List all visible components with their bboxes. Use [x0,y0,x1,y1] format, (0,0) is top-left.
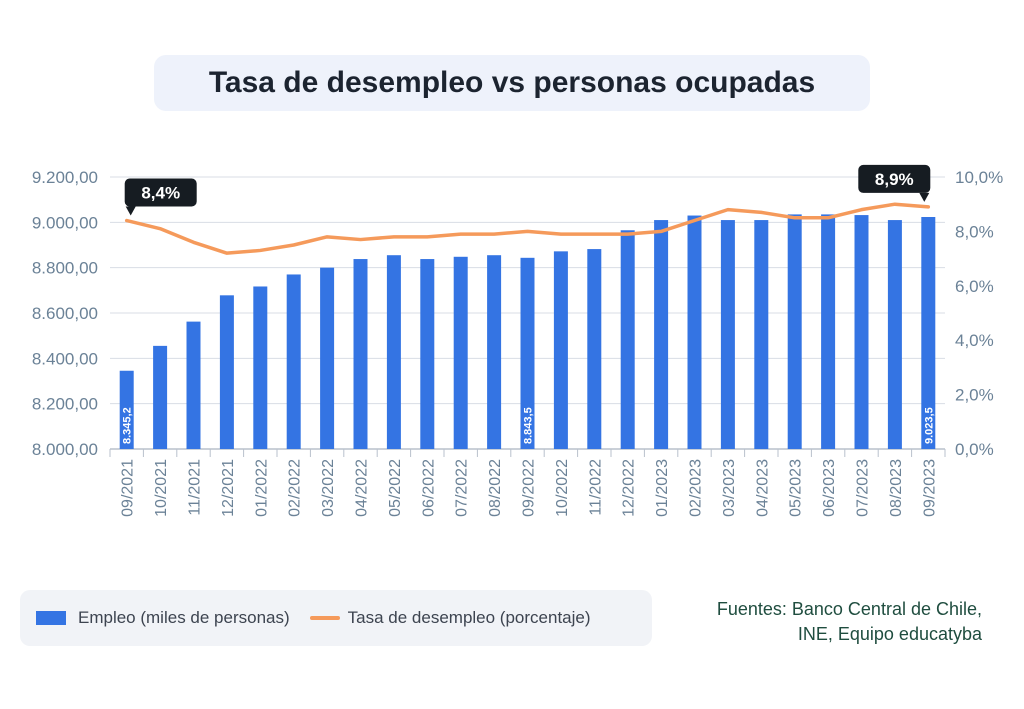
y-right-tick-label: 6,0% [955,277,994,296]
x-tick-label: 11/2021 [187,459,204,516]
bar [854,215,869,449]
bar-value-label: 8.843,5 [523,407,535,444]
x-tick-label: 04/2023 [754,459,771,517]
bar [553,251,568,449]
x-tick-label: 05/2022 [387,459,404,517]
chart-title-box: Tasa de desempleo vs personas ocupadas [154,55,870,111]
y-left-tick-label: 8.000,00 [32,440,98,459]
bar [286,274,301,449]
x-tick-label: 11/2022 [587,459,604,516]
callout-label: 8,4% [141,184,180,203]
chart-title: Tasa de desempleo vs personas ocupadas [208,66,816,99]
y-right-tick-label: 8,0% [955,222,994,241]
x-tick-label: 01/2022 [253,459,270,517]
x-tick-label: 09/2022 [521,459,538,517]
x-tick-label: 07/2022 [454,459,471,517]
x-tick-label: 05/2023 [788,459,805,517]
bar [353,259,368,449]
bar [153,345,168,449]
x-tick-label: 08/2023 [888,459,905,517]
bar [487,255,502,449]
x-tick-label: 12/2022 [621,459,638,517]
bar [253,286,268,449]
bar [386,255,401,449]
x-tick-label: 09/2021 [120,459,137,517]
y-right-tick-label: 10,0% [955,168,1003,187]
bar [587,249,602,449]
callout-box [124,178,197,207]
y-left-tick-label: 9.200,00 [32,168,98,187]
x-tick-label: 01/2023 [654,459,671,517]
y-left-tick-label: 8.800,00 [32,259,98,278]
bar [654,220,669,449]
x-tick-label: 09/2023 [921,459,938,517]
x-tick-label: 03/2023 [721,459,738,517]
callout-label: 8,9% [875,170,914,189]
y-left-tick-label: 8.600,00 [32,304,98,323]
bar [620,230,635,449]
bar [119,370,134,449]
x-tick-label: 10/2021 [153,459,170,517]
legend-bar-label: Empleo (miles de personas) [78,608,290,627]
bar [821,214,836,449]
bar [921,217,936,449]
bar [219,295,234,449]
x-tick-label: 02/2022 [287,459,304,517]
bar [420,259,435,449]
x-tick-label: 07/2023 [855,459,872,517]
source-note: Fuentes: Banco Central de Chile, INE, Eq… [716,599,982,644]
legend: Empleo (miles de personas) Tasa de desem… [20,590,652,646]
callout-box [858,164,931,193]
x-tick-label: 04/2022 [354,459,371,517]
x-tick-label: 06/2023 [821,459,838,517]
y-right-tick-label: 0,0% [955,440,994,459]
bar [754,220,769,449]
x-tick-label: 12/2021 [220,459,237,517]
x-tick-label: 02/2023 [688,459,705,517]
y-right-tick-label: 2,0% [955,386,994,405]
legend-bar-swatch [36,611,66,625]
x-tick-label: 10/2022 [554,459,571,517]
bar [887,220,902,449]
callout-pointer [919,192,930,202]
bar [186,321,201,449]
x-tick-label: 08/2022 [487,459,504,517]
bar-value-label: 9.023,5 [923,407,935,444]
callout-pointer [125,206,136,216]
y-left-tick-label: 8.200,00 [32,395,98,414]
bar [520,257,535,449]
unemployment-line [124,202,931,255]
bar [453,256,468,449]
bar [720,220,735,449]
y-left-tick-label: 9.000,00 [32,213,98,232]
legend-line-label: Tasa de desempleo (porcentaje) [347,608,591,627]
bar [320,267,335,449]
bar-value-label: 8.345,2 [122,407,134,444]
x-tick-label: 03/2022 [320,459,337,517]
y-left-tick-label: 8.400,00 [32,349,98,368]
bar [687,215,702,449]
x-tick-label: 06/2022 [420,459,437,517]
bar [787,214,802,449]
y-right-tick-label: 4,0% [955,331,994,350]
legend-line-swatch [309,616,340,620]
